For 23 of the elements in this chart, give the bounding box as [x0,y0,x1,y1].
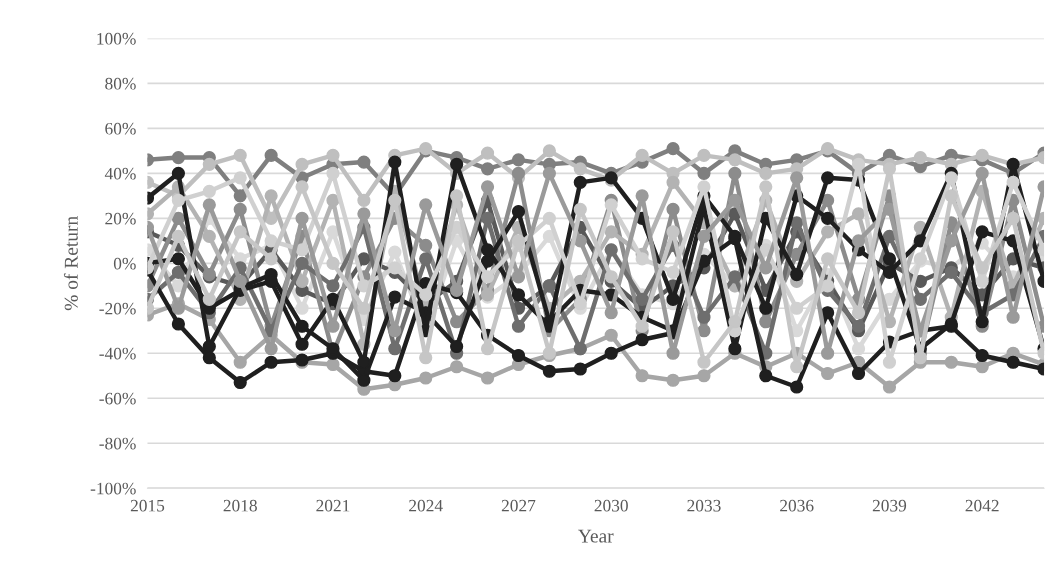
x-tick-label: 2027 [501,499,536,512]
y-tick-label: 60% [105,122,136,135]
y-tick-label: -40% [99,347,136,360]
x-tick-label: 2030 [594,499,628,512]
x-tick-label: 2039 [872,499,907,512]
y-tick-label: 40% [104,167,136,180]
y-tick-label: 100% [97,32,136,45]
x-tick-label: 2024 [409,499,443,512]
y-tick-label: 0% [113,257,136,270]
x-tick-label: 2021 [316,499,350,512]
y-tick-label: -20% [99,302,136,315]
y-axis-title: % of Return [63,216,78,311]
y-tick-label: -100% [90,482,136,495]
x-tick-label: 2018 [223,499,257,512]
y-tick-label: -80% [99,437,136,450]
x-tick-label: 2042 [965,499,999,512]
x-tick-label: 2036 [780,499,814,512]
y-tick-label: 20% [105,212,136,225]
y-tick-label: -60% [99,392,136,405]
x-axis-title: Year [578,529,614,543]
y-tick-label: 80% [105,77,136,90]
x-tick-label: 2033 [687,499,721,512]
x-tick-label: 2015 [130,499,165,512]
